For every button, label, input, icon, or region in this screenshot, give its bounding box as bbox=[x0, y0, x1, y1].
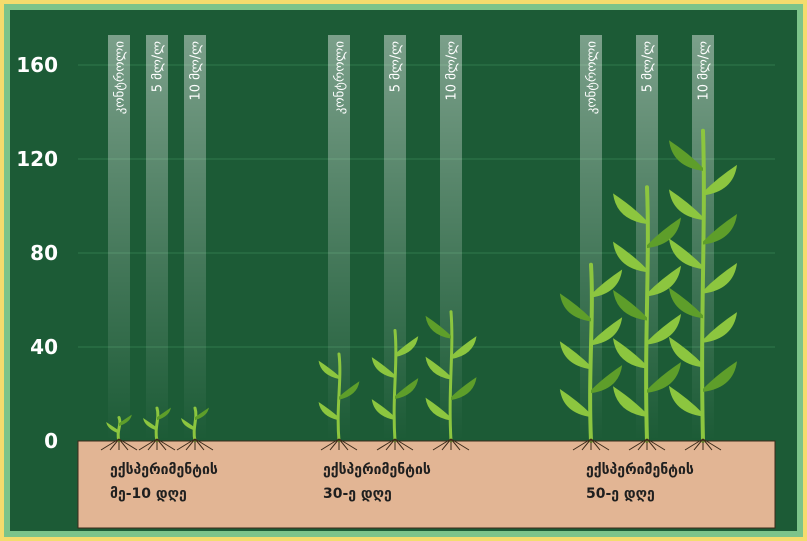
y-tick-label: 160 bbox=[16, 53, 58, 77]
column-label: 5 მლ/ლ bbox=[389, 41, 404, 92]
measure-column bbox=[328, 35, 350, 441]
column-label: კონტროლი bbox=[333, 41, 348, 115]
measure-column bbox=[146, 35, 168, 441]
y-tick-label: 120 bbox=[16, 147, 58, 171]
soil-rect bbox=[77, 440, 776, 529]
column-label: კონტროლი bbox=[585, 41, 600, 115]
y-tick-label: 0 bbox=[44, 429, 58, 453]
plant-g3-c2 bbox=[613, 185, 681, 451]
group-label-line2: 50-ე დღე bbox=[586, 486, 655, 502]
plant-g1-c2 bbox=[138, 406, 176, 451]
column-label: 10 მლ/ლ bbox=[189, 41, 204, 101]
group-labels: ექსპერიმენტის მე-10 დღე ექსპერიმენტის 30-ე … bbox=[110, 462, 694, 502]
y-tick-label: 40 bbox=[30, 335, 58, 359]
measure-column bbox=[108, 35, 130, 441]
plant-g2-c3 bbox=[425, 310, 477, 451]
group-label-line1: ექსპერიმენტის bbox=[323, 462, 431, 478]
column-label: კონტროლი bbox=[113, 41, 128, 115]
column-label: 5 მლ/ლ bbox=[151, 41, 166, 92]
gridlines bbox=[78, 64, 775, 348]
plant-g1-c1 bbox=[100, 414, 138, 451]
plant-g3-c3 bbox=[669, 128, 737, 451]
group-label-line1: ექსპერიმენტის bbox=[110, 462, 218, 478]
group-label-line2: მე-10 დღე bbox=[110, 486, 187, 502]
plant-g1-c3 bbox=[176, 406, 214, 451]
plants bbox=[100, 128, 737, 451]
measure-column bbox=[440, 35, 462, 441]
plant-g2-c1 bbox=[318, 352, 360, 451]
soil-area bbox=[77, 440, 776, 529]
plant-g3-c1 bbox=[559, 262, 623, 451]
group-label-line1: ექსპერიმენტის bbox=[586, 462, 694, 478]
column-label: 10 მლ/ლ bbox=[445, 41, 460, 101]
measure-column bbox=[184, 35, 206, 441]
column-label: 5 მლ/ლ bbox=[641, 41, 656, 92]
measure-column bbox=[384, 35, 406, 441]
plant-g2-c2 bbox=[371, 329, 419, 451]
y-axis-ticks: 0 40 80 120 160 bbox=[16, 53, 58, 453]
measure-columns: კონტროლი 5 მლ/ლ 10 მლ/ლ კონტროლი 5 მლ/ლ 10 მლ… bbox=[108, 35, 714, 441]
column-label: 10 მლ/ლ bbox=[697, 41, 712, 101]
group-label-line2: 30-ე დღე bbox=[323, 486, 392, 502]
y-tick-label: 80 bbox=[30, 241, 58, 265]
